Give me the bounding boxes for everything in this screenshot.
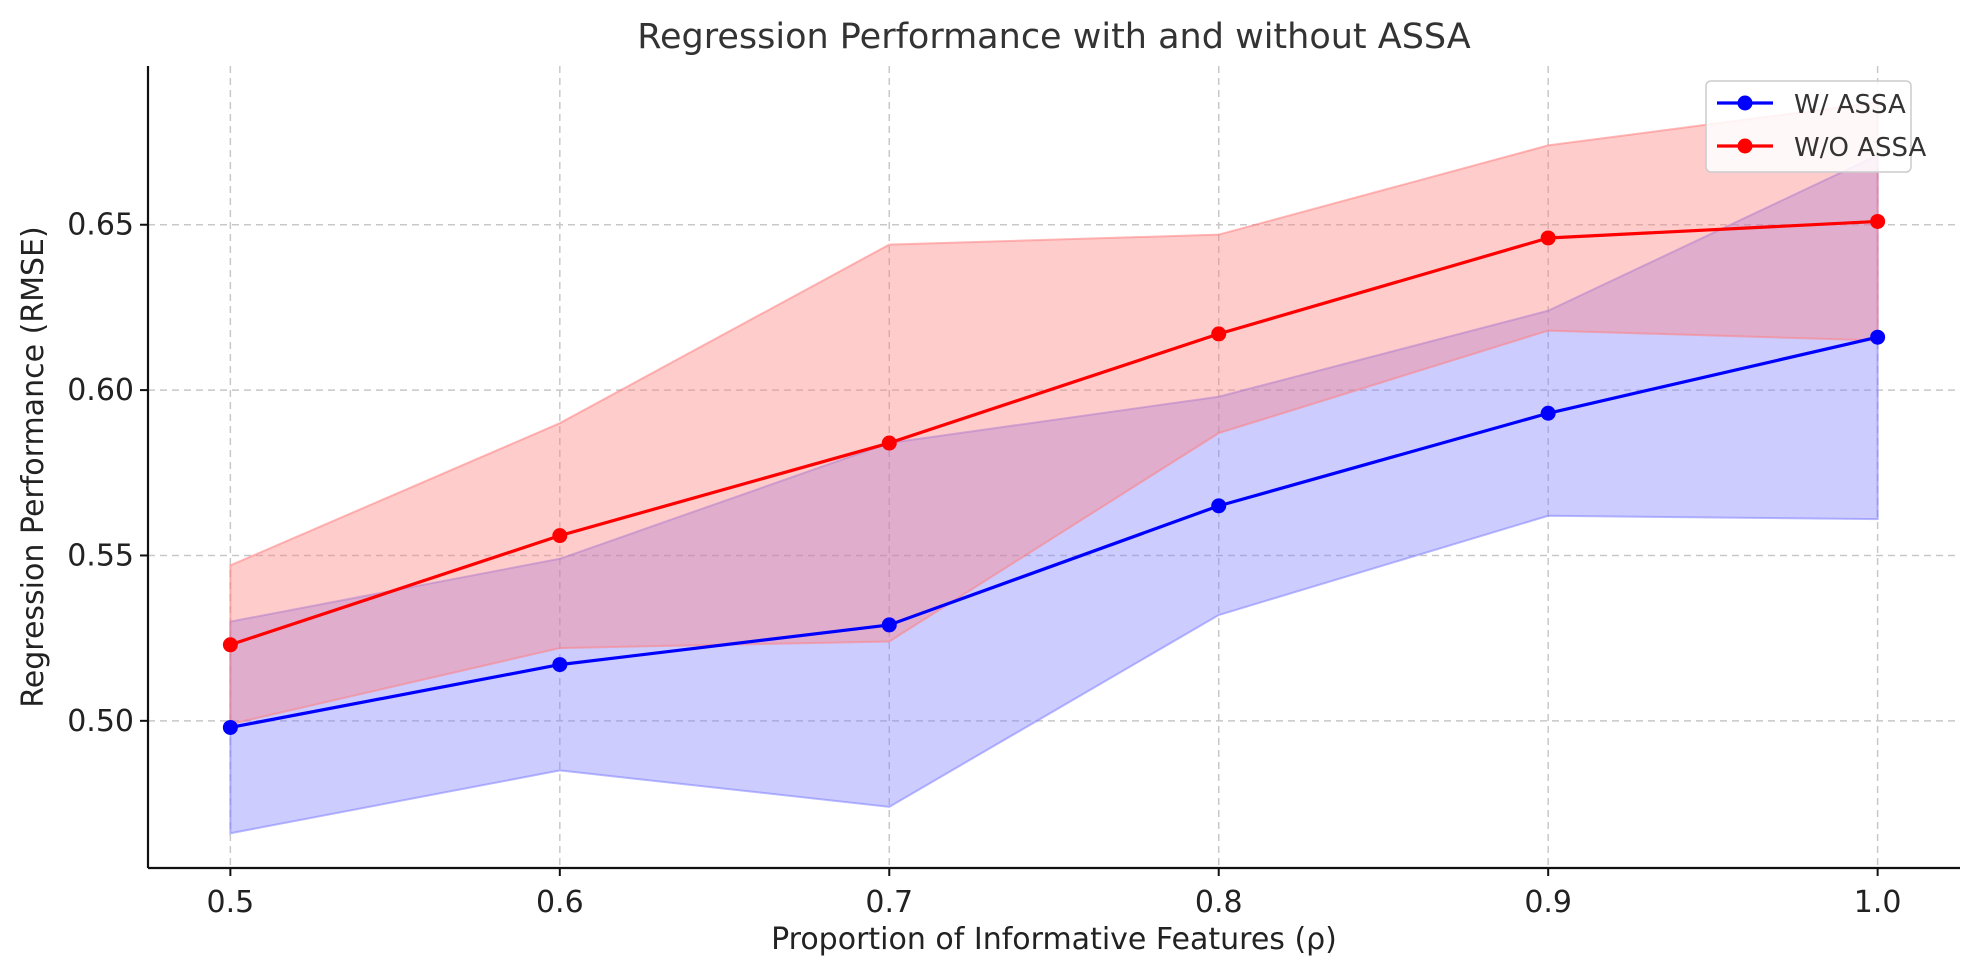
y-tick-label: 0.60 — [67, 373, 134, 408]
y-ticks: 0.50 0.55 0.60 0.65 — [67, 208, 148, 739]
legend: W/ ASSA W/O ASSA — [1705, 80, 1926, 173]
axes — [146, 66, 1960, 870]
point-w-o-assa — [1540, 230, 1556, 246]
point-w-assa — [222, 719, 238, 735]
point-w-assa — [1870, 329, 1886, 345]
point-w-o-assa — [552, 528, 568, 544]
point-w-o-assa — [222, 637, 238, 653]
x-tick-label: 0.5 — [207, 885, 255, 920]
x-ticks: 0.5 0.6 0.7 0.8 0.9 1.0 — [207, 868, 1902, 920]
point-w-assa — [1211, 498, 1227, 514]
series-lines — [228, 219, 1880, 730]
y-tick-label: 0.50 — [67, 704, 134, 739]
point-w-o-assa — [1211, 326, 1227, 342]
point-w-assa — [881, 617, 897, 633]
y-axis-label: Regression Performance (RMSE) — [16, 226, 51, 707]
line-w-o-assa — [228, 219, 1880, 647]
point-w-assa — [1540, 405, 1556, 421]
x-tick-label: 0.8 — [1195, 885, 1243, 920]
point-w-o-assa — [881, 435, 897, 451]
line-w-assa — [228, 335, 1880, 730]
x-tick-label: 0.9 — [1524, 885, 1572, 920]
x-axis-label: Proportion of Informative Features (ρ) — [771, 922, 1337, 957]
x-tick-label: 0.6 — [536, 885, 584, 920]
legend-label-w-assa: W/ ASSA — [1794, 90, 1906, 120]
series-points — [222, 213, 1886, 735]
x-tick-label: 0.7 — [865, 885, 913, 920]
legend-marker-wo-assa — [1737, 138, 1753, 154]
y-tick-label: 0.65 — [67, 208, 134, 243]
legend-label-wo-assa: W/O ASSA — [1794, 133, 1926, 163]
y-tick-label: 0.55 — [67, 538, 134, 573]
point-w-o-assa — [1870, 213, 1886, 229]
x-tick-label: 1.0 — [1854, 885, 1902, 920]
legend-marker-w-assa — [1737, 95, 1753, 111]
point-w-assa — [552, 657, 568, 673]
chart-title: Regression Performance with and without … — [637, 17, 1471, 57]
